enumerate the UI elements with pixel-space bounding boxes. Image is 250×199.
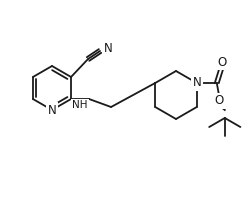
Text: NH: NH <box>72 100 88 110</box>
Text: N: N <box>192 76 201 90</box>
Text: N: N <box>104 43 112 56</box>
Text: O: O <box>214 95 224 107</box>
Text: N: N <box>48 103 56 116</box>
Text: O: O <box>217 56 226 68</box>
